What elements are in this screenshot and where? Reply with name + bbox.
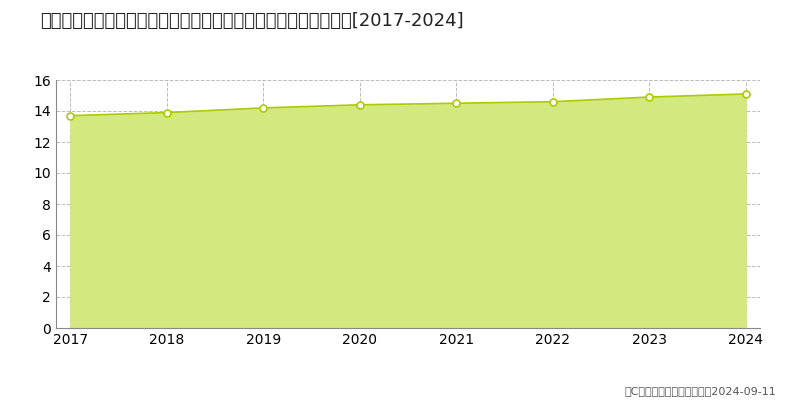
Point <box>257 105 270 111</box>
Point <box>739 91 752 97</box>
Point <box>354 102 366 108</box>
Point <box>161 109 174 116</box>
Point <box>64 112 77 119</box>
Text: （C）土地価格ドットコム　2024-09-11: （C）土地価格ドットコム 2024-09-11 <box>624 386 776 396</box>
Point <box>642 94 655 100</box>
Point <box>546 98 559 105</box>
Point <box>450 100 462 106</box>
Text: 新潟県新潟市北区かぶとやま１丁目７番８　地価公示　地価推移[2017-2024]: 新潟県新潟市北区かぶとやま１丁目７番８ 地価公示 地価推移[2017-2024] <box>40 12 464 30</box>
